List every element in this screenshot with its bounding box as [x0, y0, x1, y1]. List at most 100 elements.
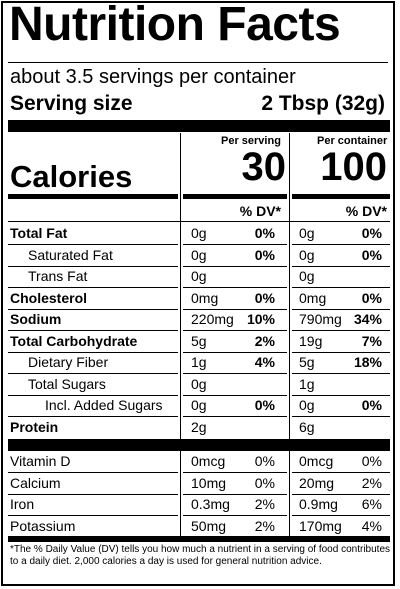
divider — [8, 472, 178, 473]
nutrient-name: Trans Fat — [28, 268, 88, 284]
container-amount: 170mg — [299, 517, 342, 534]
calories-label: Calories — [10, 159, 133, 194]
divider — [8, 308, 178, 310]
divider — [292, 394, 390, 396]
footnote: *The % Daily Value (DV) tells you how mu… — [10, 544, 390, 567]
container-amount: 0.9mg — [299, 496, 338, 512]
divider — [183, 416, 287, 417]
vitamin-name: Iron — [10, 496, 35, 512]
divider — [183, 308, 287, 310]
container-dv: 0% — [361, 397, 382, 413]
divider — [183, 330, 287, 331]
container-amount: 19g — [299, 332, 323, 349]
divider — [8, 416, 178, 417]
container-dv: 0% — [361, 453, 382, 469]
serving-size-label: Serving size — [10, 92, 133, 115]
serving-size-value: 2 Tbsp (32g) — [261, 92, 385, 115]
serving-dv: 2% — [254, 332, 275, 349]
column-separator — [180, 133, 181, 536]
serving-dv: 0% — [254, 246, 275, 263]
divider — [292, 472, 390, 473]
dv-header-container: % DV* — [345, 203, 387, 219]
servings-per-container: about 3.5 servings per container — [10, 66, 296, 88]
divider — [8, 265, 178, 267]
divider — [183, 472, 287, 473]
serving-amount: 0g — [191, 268, 207, 284]
divider — [292, 244, 390, 245]
divider — [183, 515, 287, 516]
divider — [8, 536, 390, 542]
serving-amount: 1g — [191, 354, 207, 370]
divider — [183, 373, 287, 374]
serving-dv: 0% — [254, 397, 275, 413]
column-separator — [289, 133, 290, 536]
calories-per-container: 100 — [320, 145, 387, 189]
calories-per-serving: 30 — [241, 145, 287, 189]
container-amount: 5g — [299, 354, 315, 370]
divider — [8, 221, 390, 222]
serving-amount: 0g — [191, 375, 207, 392]
container-amount: 0g — [299, 268, 315, 284]
serving-dv: 0% — [254, 289, 275, 306]
nutrient-name: Total Fat — [10, 225, 68, 241]
divider — [292, 515, 390, 516]
divider — [8, 330, 178, 331]
serving-amount: 0mcg — [191, 453, 226, 469]
container-amount: 1g — [299, 375, 315, 392]
serving-amount: 0g — [191, 225, 207, 241]
divider — [183, 287, 287, 288]
divider — [8, 493, 178, 495]
serving-amount: 0g — [191, 397, 207, 413]
container-dv: 34% — [353, 311, 382, 327]
serving-amount: 10mg — [191, 474, 227, 491]
dv-header-serving: % DV* — [239, 203, 281, 219]
serving-amount: 2g — [191, 418, 207, 435]
serving-amount: 220mg — [191, 311, 234, 327]
divider — [8, 515, 178, 516]
serving-dv: 10% — [246, 311, 275, 327]
container-dv: 18% — [353, 354, 382, 370]
divider — [183, 194, 287, 199]
divider — [292, 287, 390, 288]
divider — [292, 265, 390, 267]
divider — [292, 330, 390, 331]
serving-dv: 0% — [254, 474, 275, 491]
divider — [292, 194, 390, 199]
container-amount: 790mg — [299, 311, 342, 327]
container-dv: 0% — [361, 289, 382, 306]
per-serving-header: Per serving — [221, 135, 281, 147]
vitamin-name: Vitamin D — [10, 453, 71, 469]
divider — [292, 493, 390, 495]
container-dv: 2% — [361, 474, 382, 491]
serving-dv: 2% — [254, 496, 275, 512]
container-amount: 0g — [299, 246, 315, 263]
thick-divider — [8, 120, 390, 132]
divider — [183, 493, 287, 495]
serving-dv: 0% — [254, 225, 275, 241]
divider — [292, 373, 390, 374]
divider — [8, 373, 178, 374]
divider — [8, 244, 178, 245]
divider — [292, 308, 390, 310]
serving-amount: 5g — [191, 332, 207, 349]
container-amount: 6g — [299, 418, 315, 435]
divider — [8, 394, 178, 396]
container-amount: 0mg — [299, 289, 327, 306]
container-dv: 0% — [361, 246, 382, 263]
divider — [292, 351, 390, 353]
divider — [183, 244, 287, 245]
nutrient-name: Cholesterol — [10, 289, 88, 306]
container-dv: 4% — [361, 517, 382, 534]
nutrient-name: Total Carbohydrate — [10, 332, 138, 349]
divider — [292, 416, 390, 417]
serving-amount: 0.3mg — [191, 496, 230, 512]
serving-amount: 0g — [191, 246, 207, 263]
nutrient-name: Dietary Fiber — [28, 354, 109, 370]
vitamin-name: Potassium — [10, 517, 76, 534]
divider — [8, 62, 388, 63]
divider — [183, 351, 287, 353]
divider — [8, 439, 390, 451]
label-title: Nutrition Facts — [9, 0, 341, 51]
divider — [183, 265, 287, 267]
container-amount: 0mcg — [299, 453, 334, 469]
